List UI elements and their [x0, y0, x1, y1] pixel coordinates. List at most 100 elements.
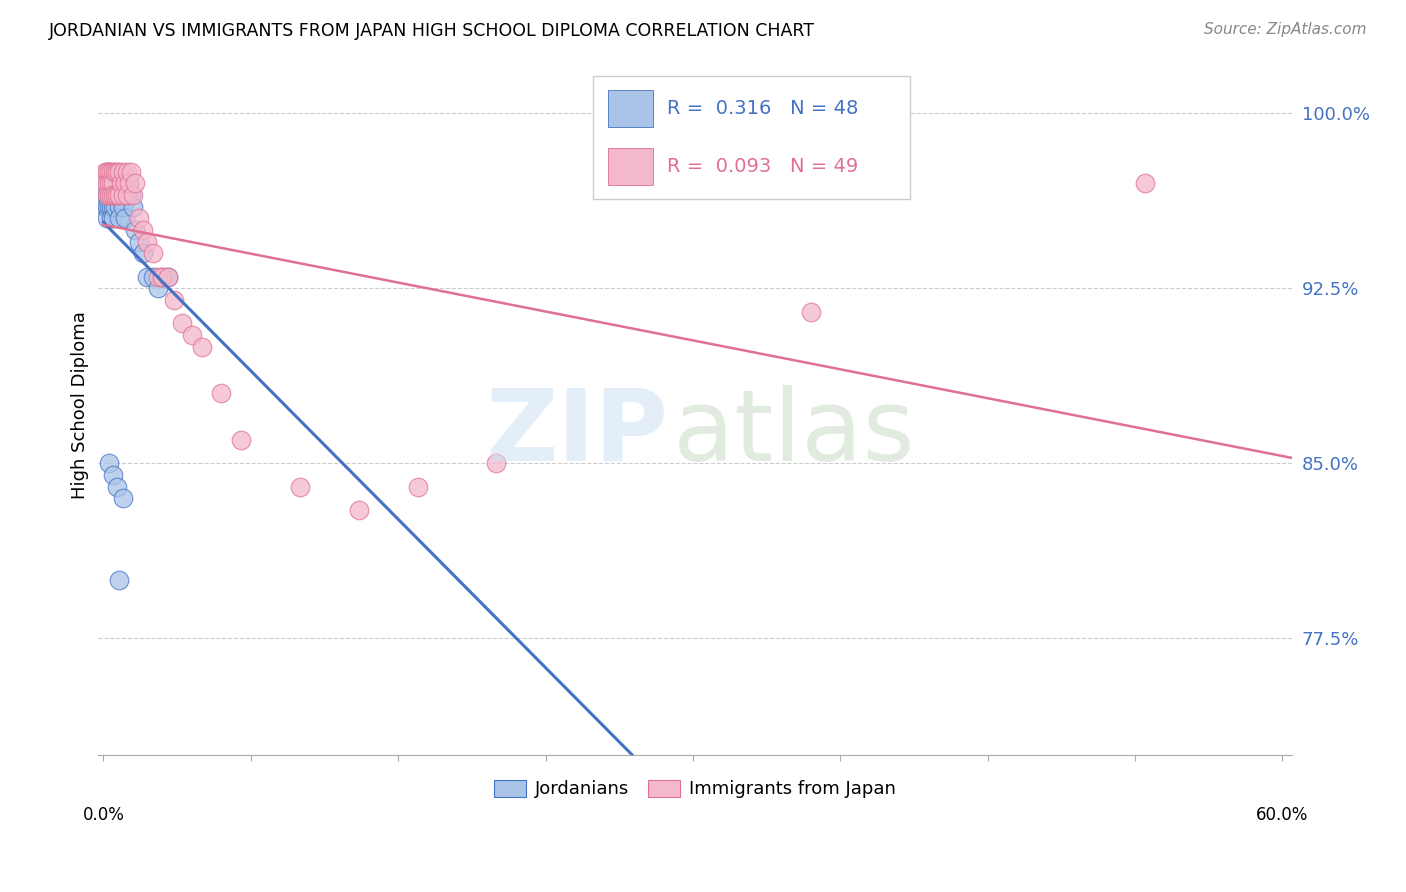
Point: [104, 200, 127, 214]
Point: [94, 177, 117, 191]
Legend: Jordanians, Immigrants from Japan: Jordanians, Immigrants from Japan: [486, 772, 903, 805]
Point: [122, 200, 145, 214]
Point: [98, 165, 121, 179]
Point: [103, 468, 125, 483]
Point: [112, 188, 135, 202]
Point: [100, 211, 122, 226]
Point: [110, 177, 132, 191]
Point: [100, 200, 122, 214]
Point: [347, 503, 370, 517]
Point: [152, 269, 174, 284]
Point: [115, 165, 138, 179]
Point: [180, 328, 202, 343]
Point: [104, 188, 127, 202]
Point: [209, 386, 232, 401]
Point: [96, 165, 118, 179]
Point: [105, 188, 128, 202]
Point: [94, 200, 117, 214]
Point: [112, 188, 135, 202]
Point: [103, 188, 125, 202]
Text: 0.0%: 0.0%: [83, 806, 124, 824]
Point: [148, 281, 170, 295]
Point: [120, 188, 142, 202]
Point: [135, 235, 157, 249]
Text: 60.0%: 60.0%: [1256, 806, 1309, 824]
Text: R =  0.316   N = 48: R = 0.316 N = 48: [668, 99, 859, 118]
Point: [1133, 177, 1156, 191]
Point: [98, 457, 121, 471]
Point: [103, 177, 125, 191]
Point: [190, 340, 212, 354]
Point: [142, 269, 165, 284]
Point: [96, 177, 118, 191]
Point: [118, 177, 141, 191]
Point: [96, 200, 118, 214]
Point: [118, 177, 141, 191]
Point: [104, 188, 127, 202]
Point: [96, 177, 118, 191]
Point: [152, 269, 174, 284]
Point: [124, 223, 146, 237]
Point: [132, 246, 155, 260]
Point: [105, 188, 128, 202]
Text: JORDANIAN VS IMMIGRANTS FROM JAPAN HIGH SCHOOL DIPLOMA CORRELATION CHART: JORDANIAN VS IMMIGRANTS FROM JAPAN HIGH …: [49, 22, 815, 40]
Point: [103, 200, 125, 214]
Point: [163, 293, 186, 307]
FancyBboxPatch shape: [593, 76, 910, 199]
Point: [108, 573, 131, 587]
Point: [114, 211, 136, 226]
Point: [229, 433, 252, 447]
FancyBboxPatch shape: [607, 148, 652, 185]
Point: [485, 457, 508, 471]
Text: Source: ZipAtlas.com: Source: ZipAtlas.com: [1204, 22, 1367, 37]
Point: [100, 188, 122, 202]
Point: [100, 188, 122, 202]
Point: [103, 188, 125, 202]
Point: [128, 235, 150, 249]
Point: [105, 177, 128, 191]
Text: atlas: atlas: [673, 384, 915, 482]
Point: [108, 165, 131, 179]
Point: [110, 177, 132, 191]
Point: [98, 188, 121, 202]
Point: [800, 305, 823, 319]
Point: [98, 188, 121, 202]
Point: [103, 165, 125, 179]
Point: [98, 200, 121, 214]
Point: [148, 269, 170, 284]
Point: [100, 177, 122, 191]
FancyBboxPatch shape: [607, 90, 652, 127]
Text: R =  0.093   N = 49: R = 0.093 N = 49: [668, 157, 859, 176]
Point: [170, 317, 193, 331]
Point: [120, 165, 142, 179]
Point: [142, 246, 165, 260]
Point: [100, 165, 122, 179]
Point: [108, 188, 131, 202]
Point: [288, 480, 311, 494]
Point: [135, 269, 157, 284]
Point: [114, 177, 136, 191]
Point: [94, 165, 117, 179]
Point: [122, 188, 145, 202]
Point: [157, 269, 180, 284]
Point: [112, 200, 135, 214]
Point: [100, 177, 122, 191]
Point: [98, 165, 121, 179]
Point: [94, 177, 117, 191]
Point: [108, 200, 131, 214]
Point: [96, 165, 118, 179]
Point: [96, 188, 118, 202]
Point: [104, 177, 127, 191]
Point: [406, 480, 429, 494]
Point: [96, 211, 118, 226]
Point: [96, 188, 118, 202]
Point: [112, 491, 135, 506]
Point: [103, 177, 125, 191]
Point: [124, 177, 146, 191]
Point: [103, 211, 125, 226]
Point: [128, 211, 150, 226]
Point: [157, 269, 180, 284]
Text: ZIP: ZIP: [485, 384, 669, 482]
Point: [94, 188, 117, 202]
Point: [132, 223, 155, 237]
